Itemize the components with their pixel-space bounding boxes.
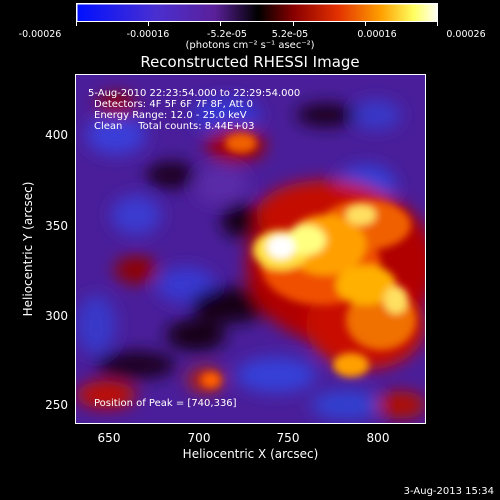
info-peak-position: Position of Peak = [740,336] [94,398,237,409]
y-tick-label: 350 [45,219,68,233]
info-energy-range: Energy Range: 12.0 - 25.0 keV [94,110,247,121]
colorbar-tick-mark [148,22,149,26]
x-tick-label: 700 [187,431,211,445]
info-time-range: 5-Aug-2010 22:23:54.000 to 22:29:54.000 [88,88,301,99]
colorbar-tick-mark [437,22,438,26]
x-tick-label: 650 [97,431,121,445]
colorbar-tick-mark [220,22,221,26]
plot-title: Reconstructed RHESSI Image [140,53,360,71]
colorbar-tick-label: 5.2e-05 [271,29,309,40]
colorbar-tick-label: -5.2e-05 [207,29,247,40]
x-tick-label: 750 [276,431,300,445]
info-detectors: Detectors: 4F 5F 6F 7F 8F, Att 0 [94,99,254,110]
colorbar-units: (photons cm⁻² s⁻¹ asec⁻²) [185,40,315,51]
colorbar-tick-label: 0.00016 [357,29,397,40]
y-axis-label: Heliocentric Y (arcsec) [21,181,35,317]
colorbar-tick-mark [365,22,366,26]
colorbar-tick-label: -0.00016 [126,29,170,40]
x-tick-label: 800 [366,431,390,445]
colorbar [76,3,438,22]
x-axis-label: Heliocentric X (arcsec) [182,447,319,461]
colorbar-tick-mark [293,22,294,26]
y-tick-label: 400 [45,128,68,142]
rhessi-image [75,74,426,424]
y-tick-label: 250 [45,398,68,412]
colorbar-tick-label: 0.00026 [446,29,486,40]
colorbar-tick-label: -0.00026 [18,29,62,40]
info-clean-counts: Clean Total counts: 8.44E+03 [94,121,255,132]
colorbar-tick-mark [76,22,77,26]
timestamp: 3-Aug-2013 15:34 [403,486,494,497]
y-tick-label: 300 [45,309,68,323]
